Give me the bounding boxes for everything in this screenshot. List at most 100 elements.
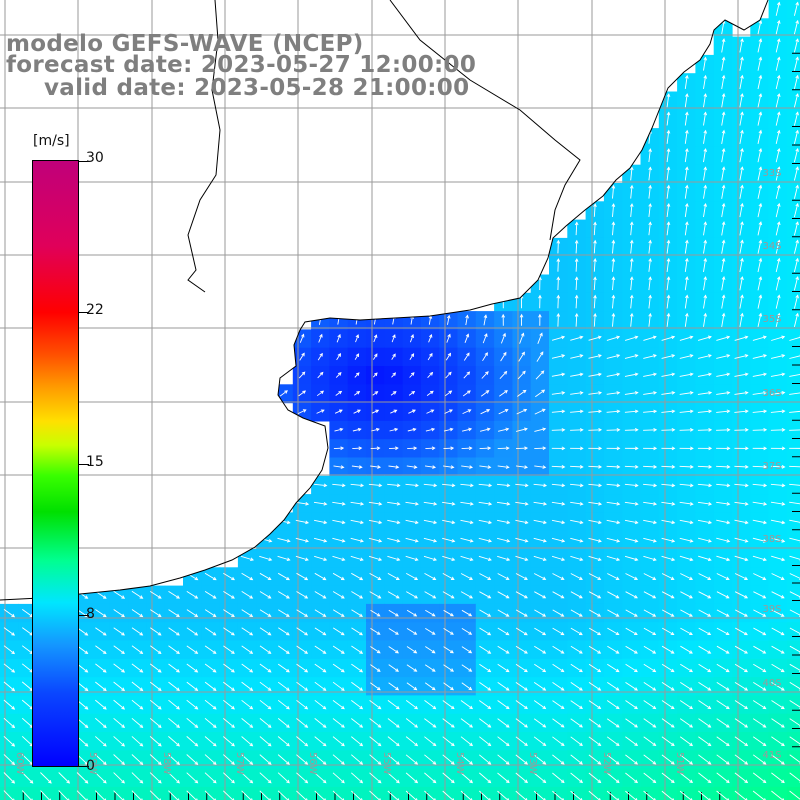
wind-arrow bbox=[3, 645, 16, 655]
wind-arrow bbox=[497, 736, 510, 747]
wind-arrow bbox=[648, 294, 652, 309]
wind-arrow bbox=[593, 221, 597, 236]
wind-arrow bbox=[629, 239, 634, 254]
wind-arrow bbox=[241, 754, 254, 765]
wind-arrow bbox=[624, 372, 639, 377]
wind-speed-cell bbox=[677, 786, 696, 800]
wind-arrow bbox=[534, 609, 547, 617]
wind-arrow bbox=[757, 239, 763, 254]
wind-arrow bbox=[753, 682, 767, 691]
wind-arrow bbox=[332, 700, 345, 710]
wind-arrow bbox=[186, 663, 199, 673]
wind-arrow bbox=[770, 501, 786, 506]
wind-arrow bbox=[442, 555, 456, 562]
wind-arrow bbox=[757, 19, 763, 35]
wind-arrow bbox=[684, 221, 689, 236]
wind-arrow bbox=[460, 573, 474, 580]
wind-arrow bbox=[570, 537, 584, 543]
wind-arrow bbox=[296, 681, 309, 691]
wind-speed-cell bbox=[329, 786, 349, 800]
wind-arrow bbox=[648, 239, 652, 254]
wind-arrow bbox=[460, 754, 474, 765]
wind-arrow bbox=[371, 409, 380, 414]
wind-speed-cell bbox=[274, 786, 294, 800]
wind-arrow bbox=[76, 772, 89, 784]
wind-arrow bbox=[370, 682, 381, 691]
wind-arrow bbox=[405, 537, 419, 543]
wind-arrow bbox=[406, 664, 418, 672]
wind-arrow bbox=[355, 334, 360, 343]
wind-arrow bbox=[223, 754, 235, 765]
wind-arrow bbox=[131, 699, 144, 710]
wind-arrow bbox=[661, 501, 676, 506]
wind-arrow bbox=[574, 276, 579, 291]
latitude-label: 38S bbox=[762, 534, 781, 545]
wind-arrow bbox=[716, 372, 731, 377]
wind-arrow bbox=[607, 645, 620, 654]
wind-arrow bbox=[368, 501, 383, 506]
wind-arrow bbox=[570, 682, 583, 691]
wind-arrow bbox=[533, 736, 547, 747]
wind-arrow bbox=[643, 483, 658, 488]
wind-arrow bbox=[425, 446, 436, 451]
wind-arrow bbox=[369, 772, 382, 784]
wind-arrow bbox=[775, 202, 781, 218]
wind-arrow bbox=[259, 645, 272, 654]
wind-arrow bbox=[789, 718, 800, 728]
wind-arrow bbox=[624, 501, 639, 506]
wind-speed-cell bbox=[567, 786, 587, 800]
wind-arrow bbox=[789, 483, 800, 487]
wind-arrow bbox=[570, 335, 584, 341]
wind-arrow bbox=[775, 1, 781, 16]
wind-arrow bbox=[186, 645, 199, 654]
wind-arrow bbox=[391, 334, 396, 343]
wind-arrow bbox=[424, 736, 437, 747]
wind-arrow bbox=[350, 519, 364, 525]
wind-arrow bbox=[445, 371, 452, 379]
wind-arrow bbox=[113, 627, 125, 636]
wind-arrow bbox=[734, 718, 749, 728]
wind-arrow bbox=[241, 572, 254, 581]
wind-arrow bbox=[351, 663, 364, 673]
colorbar-tick-30: 30 bbox=[86, 150, 104, 166]
wind-arrow bbox=[332, 555, 346, 562]
wind-arrow bbox=[204, 699, 217, 710]
wind-arrow bbox=[552, 790, 564, 800]
wind-arrow bbox=[515, 465, 529, 469]
wind-arrow bbox=[721, 74, 726, 90]
wind-arrow bbox=[296, 627, 309, 636]
wind-arrow bbox=[351, 591, 364, 599]
wind-arrow bbox=[607, 682, 620, 691]
wind-arrow bbox=[424, 682, 436, 691]
wind-arrow bbox=[789, 700, 800, 709]
wind-arrow bbox=[373, 334, 378, 343]
wind-speed-cell bbox=[54, 786, 74, 800]
wind-arrow bbox=[241, 627, 254, 636]
wind-arrow bbox=[666, 257, 671, 272]
wind-arrow bbox=[369, 736, 382, 747]
wind-arrow bbox=[350, 555, 364, 562]
wind-arrow bbox=[661, 555, 676, 562]
wind-arrow bbox=[479, 427, 491, 432]
wind-arrow bbox=[442, 718, 455, 728]
wind-arrow bbox=[721, 56, 726, 71]
wind-arrow bbox=[629, 203, 634, 217]
wind-arrow bbox=[716, 645, 730, 654]
wind-arrow bbox=[149, 736, 162, 747]
wind-arrow bbox=[588, 682, 602, 691]
wind-arrow bbox=[497, 427, 510, 432]
wind-arrow bbox=[643, 790, 656, 800]
wind-speed-cell bbox=[36, 786, 56, 800]
wind-speed-cell bbox=[164, 786, 184, 800]
wind-arrow bbox=[570, 790, 583, 800]
wind-arrow bbox=[570, 772, 584, 784]
wind-arrow bbox=[793, 239, 799, 254]
wind-arrow bbox=[497, 772, 510, 784]
wind-arrow bbox=[793, 93, 799, 108]
wind-arrow bbox=[661, 700, 675, 710]
wind-arrow bbox=[533, 772, 547, 784]
latitude-label: 37S bbox=[762, 461, 781, 472]
wind-arrow bbox=[536, 351, 544, 362]
wind-speed-cell bbox=[786, 603, 800, 623]
wind-arrow bbox=[204, 591, 217, 599]
